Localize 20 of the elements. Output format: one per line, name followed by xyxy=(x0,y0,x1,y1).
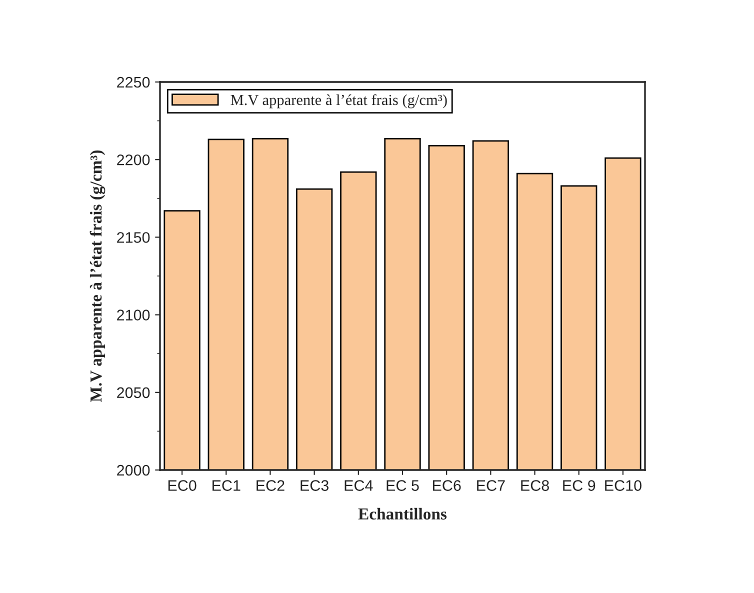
y-tick-label: 2250 xyxy=(117,76,150,88)
y-tick-label: 2050 xyxy=(117,387,150,398)
y-tick-label: 2100 xyxy=(117,310,150,320)
x-axis-title: Echantillons xyxy=(358,508,447,520)
x-tick-label: EC3 xyxy=(300,480,329,491)
x-tick-label: EC10 xyxy=(605,480,642,491)
x-tick-label: EC 5 xyxy=(386,480,419,491)
x-tick-label: EC8 xyxy=(521,480,549,491)
y-tick-label: 2200 xyxy=(117,154,150,166)
x-tick-label: EC1 xyxy=(212,480,240,491)
x-tick-label: EC6 xyxy=(432,480,461,491)
x-tick-label: EC0 xyxy=(168,480,196,491)
y-axis-title: M.V apparente à l’état frais (g/cm³) xyxy=(90,150,106,402)
x-tick-label: EC 9 xyxy=(563,480,596,491)
y-tick-label: 2000 xyxy=(117,464,150,476)
legend-label: M.V apparente à l’état frais (g/cm³) xyxy=(230,94,447,108)
x-tick-label: EC4 xyxy=(344,480,373,491)
y-tick-label: 2150 xyxy=(117,232,150,243)
x-tick-label: EC7 xyxy=(477,480,505,491)
x-tick-label: EC2 xyxy=(256,480,284,491)
